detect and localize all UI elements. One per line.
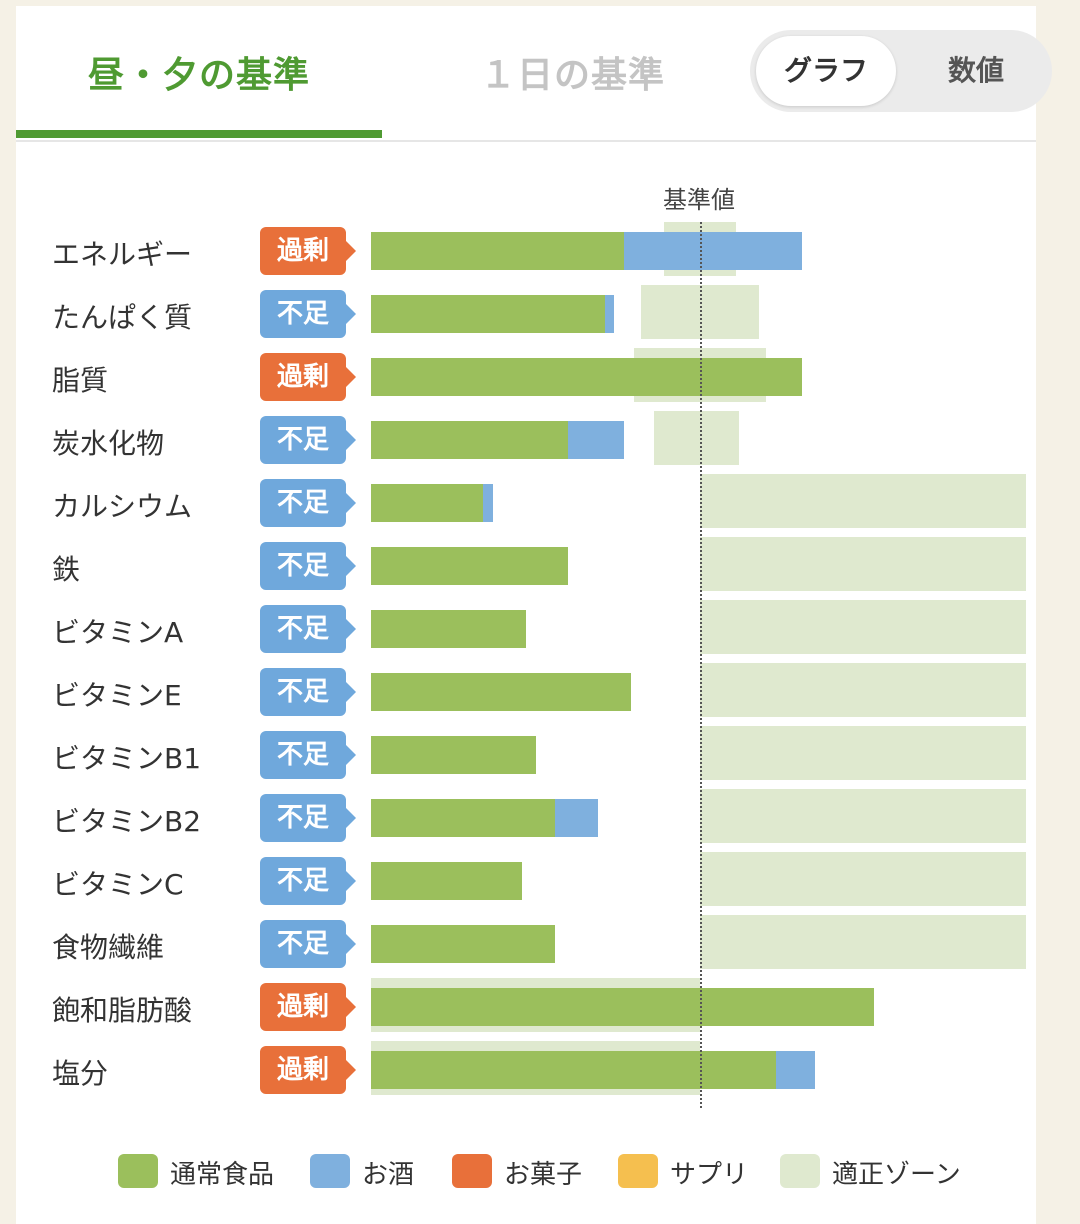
appropriate-zone: [700, 474, 1026, 528]
nutrient-label: 炭水化物: [52, 427, 165, 460]
bar-alcohol: [568, 421, 625, 459]
legend-label-food: 通常食品: [170, 1160, 275, 1190]
status-badge: 過剰: [260, 983, 356, 1031]
appropriate-zone: [700, 852, 1026, 906]
legend: 通常食品 お酒 お菓子 サプリ 適正ゾーン: [0, 1150, 1080, 1196]
bar-food: [371, 736, 536, 774]
reference-label: 基準値: [663, 186, 735, 214]
nutrient-label: ビタミンB1: [52, 742, 202, 775]
tab-lunch-dinner-standard[interactable]: 昼・夕の基準: [88, 55, 311, 96]
status-badge: 不足: [260, 290, 356, 338]
nutrient-label: 飽和脂肪酸: [52, 994, 193, 1027]
legend-swatch-zone: [780, 1154, 820, 1188]
status-badge: 不足: [260, 857, 356, 905]
bar-food: [371, 862, 523, 900]
active-tab-indicator: [16, 130, 382, 138]
status-badge: 過剰: [260, 353, 356, 401]
status-badge: 不足: [260, 416, 356, 464]
legend-label-alcohol: お酒: [362, 1160, 415, 1190]
status-badge: 不足: [260, 731, 356, 779]
status-badge: 不足: [260, 479, 356, 527]
status-badge: 不足: [260, 794, 356, 842]
number-view-button[interactable]: 数値: [947, 54, 1004, 87]
appropriate-zone: [653, 411, 740, 465]
nutrient-label: たんぱく質: [52, 301, 193, 334]
view-toggle: グラフ 数値: [750, 30, 1052, 112]
tab-daily-standard[interactable]: １日の基準: [480, 55, 666, 96]
appropriate-zone: [640, 285, 760, 339]
legend-swatch-supplement: [618, 1154, 658, 1188]
bar-food: [371, 358, 802, 396]
nutrient-label: ビタミンE: [52, 679, 182, 712]
bar-food: [371, 232, 625, 270]
tab-bar: 昼・夕の基準 １日の基準 グラフ 数値: [16, 6, 1052, 142]
status-badge: 不足: [260, 920, 356, 968]
nutrient-label: 鉄: [52, 553, 81, 586]
bar-food: [371, 610, 526, 648]
bar-food: [371, 484, 483, 522]
status-badge: 不足: [260, 542, 356, 590]
status-badge: 不足: [260, 605, 356, 653]
bar-alcohol: [624, 232, 802, 270]
bar-alcohol: [555, 799, 598, 837]
bar-food: [371, 673, 631, 711]
graph-view-button[interactable]: グラフ: [756, 36, 896, 106]
nutrient-label: ビタミンA: [52, 616, 184, 649]
status-badge: 過剰: [260, 1046, 356, 1094]
legend-label-supplement: サプリ: [670, 1160, 749, 1190]
reference-line: [700, 222, 702, 1108]
status-badge: 過剰: [260, 227, 356, 275]
nutrient-label: 脂質: [52, 364, 109, 397]
appropriate-zone: [700, 600, 1026, 654]
nutrient-label: 食物繊維: [52, 931, 165, 964]
bar-food: [371, 1051, 776, 1089]
appropriate-zone: [700, 915, 1026, 969]
legend-swatch-alcohol: [310, 1154, 350, 1188]
appropriate-zone: [700, 789, 1026, 843]
bar-food: [371, 295, 605, 333]
bar-food: [371, 925, 556, 963]
nutrient-label: ビタミンB2: [52, 805, 202, 838]
bar-alcohol: [604, 295, 615, 333]
nutrient-label: カルシウム: [52, 490, 193, 523]
nutrient-label: ビタミンC: [52, 868, 184, 901]
legend-label-zone: 適正ゾーン: [832, 1160, 961, 1190]
bar-food: [371, 799, 556, 837]
appropriate-zone: [700, 537, 1026, 591]
bar-food: [371, 988, 875, 1026]
legend-swatch-food: [118, 1154, 158, 1188]
bar-alcohol: [775, 1051, 816, 1089]
appropriate-zone: [700, 663, 1026, 717]
legend-label-snack: お菓子: [504, 1160, 583, 1190]
status-badge: 不足: [260, 668, 356, 716]
nutrient-label: エネルギー: [52, 238, 193, 271]
legend-swatch-snack: [452, 1154, 492, 1188]
bar-food: [371, 421, 569, 459]
bar-food: [371, 547, 569, 585]
nutrient-label: 塩分: [52, 1057, 109, 1090]
appropriate-zone: [700, 726, 1026, 780]
bar-alcohol: [482, 484, 493, 522]
